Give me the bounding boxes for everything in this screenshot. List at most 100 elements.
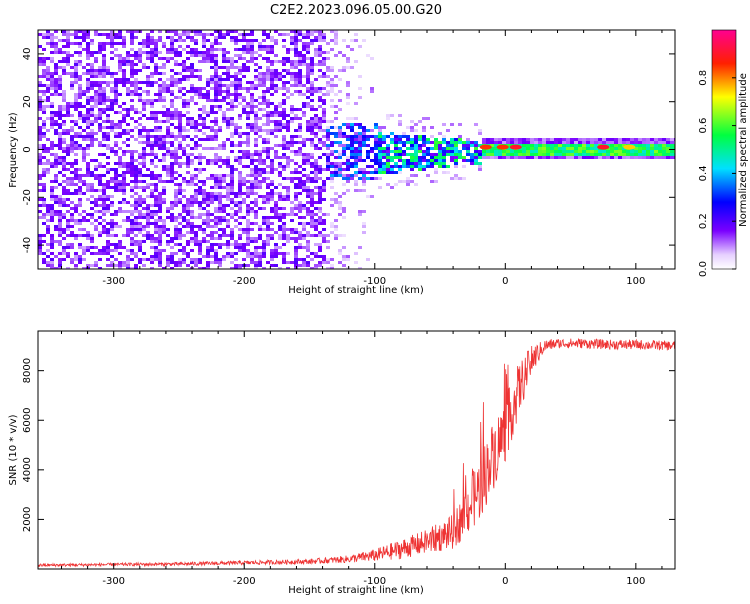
heatmap-cell [142,105,146,108]
heatmap-cell [154,174,158,177]
heatmap-cell [394,138,398,141]
heatmap-cell [214,237,218,240]
heatmap-cell [98,129,102,132]
heatmap-cell [338,252,342,255]
heatmap-cell [54,93,58,96]
heatmap-cell [294,186,298,189]
heatmap-cell [134,150,138,153]
heatmap-cell [286,33,290,36]
heatmap-cell [246,186,250,189]
heatmap-cell [198,117,202,120]
heatmap-cell [274,252,278,255]
heatmap-cell [186,207,190,210]
heatmap-cell [158,195,162,198]
heatmap-cell [82,234,86,237]
heatmap-cell [126,93,130,96]
heatmap-cell [654,153,658,156]
heatmap-cell [214,69,218,72]
heatmap-cell [42,252,46,255]
heatmap-cell [278,123,282,126]
heatmap-cell [106,240,110,243]
heatmap-cell [174,96,178,99]
heatmap-cell [266,66,270,69]
heatmap-cell [58,87,62,90]
heatmap-cell [282,87,286,90]
heatmap-cell [398,135,402,138]
heatmap-cell [654,138,658,141]
heatmap-cell [278,156,282,159]
heatmap-cell [326,168,330,171]
heatmap-cell [358,45,362,48]
heatmap-cell [38,183,42,186]
heatmap-cell [230,99,234,102]
heatmap-cell [302,84,306,87]
heatmap-cell [294,42,298,45]
heatmap-cell [54,84,58,87]
heatmap-cell [322,261,326,264]
heatmap-cell [670,153,674,156]
x-tick-label: 0 [502,576,508,587]
heatmap-cell [466,153,470,156]
heatmap-cell [254,267,258,269]
heatmap-cell [338,69,342,72]
heatmap-cell [438,141,442,144]
heatmap-cell [74,120,78,123]
heatmap-cell [90,222,94,225]
heatmap-cell [118,135,122,138]
heatmap-cell [290,231,294,234]
heatmap-cell [490,144,494,147]
heatmap-cell [234,126,238,129]
heatmap-cell [290,237,294,240]
heatmap-cell [130,171,134,174]
heatmap-cell [90,141,94,144]
heatmap-cell [90,114,94,117]
heatmap-cell [230,81,234,84]
heatmap-cell [62,156,66,159]
heatmap-cell [150,213,154,216]
heatmap-cell [102,252,106,255]
heatmap-cell [590,150,594,153]
heatmap-cell [610,153,614,156]
heatmap-cell [98,48,102,51]
heatmap-cell [46,210,50,213]
heatmap-cell [274,246,278,249]
heatmap-cell [362,180,366,183]
heatmap-cell [238,237,242,240]
heatmap-cell [262,90,266,93]
heatmap-cell [202,189,206,192]
heatmap-cell [242,216,246,219]
heatmap-cell [54,153,58,156]
heatmap-cell [586,147,590,150]
heatmap-cell [50,120,54,123]
heatmap-cell [38,252,42,255]
heatmap-cell [74,162,78,165]
heatmap-cell [594,156,598,159]
heatmap-cell [142,114,146,117]
heatmap-cell [70,258,74,261]
heatmap-cell [562,147,566,150]
heatmap-cell [294,231,298,234]
heatmap-cell [498,153,502,156]
heatmap-cell [74,264,78,267]
heatmap-cell [86,63,90,66]
heatmap-cell [74,108,78,111]
heatmap-cell [362,177,366,180]
heatmap-cell [230,75,234,78]
heatmap-cell [50,261,54,264]
heatmap-cell [294,192,298,195]
heatmap-cell [330,153,334,156]
heatmap-cell [334,84,338,87]
heatmap-cell [322,228,326,231]
heatmap-cell [410,144,414,147]
heatmap-cell [322,186,326,189]
heatmap-cell [82,216,86,219]
heatmap-cell [666,141,670,144]
heatmap-cell [314,234,318,237]
heatmap-cell [58,39,62,42]
heatmap-cell [662,138,666,141]
heatmap-cell [74,63,78,66]
heatmap-cell [318,189,322,192]
heatmap-cell [106,207,110,210]
heatmap-cell [394,183,398,186]
heatmap-cell [226,195,230,198]
